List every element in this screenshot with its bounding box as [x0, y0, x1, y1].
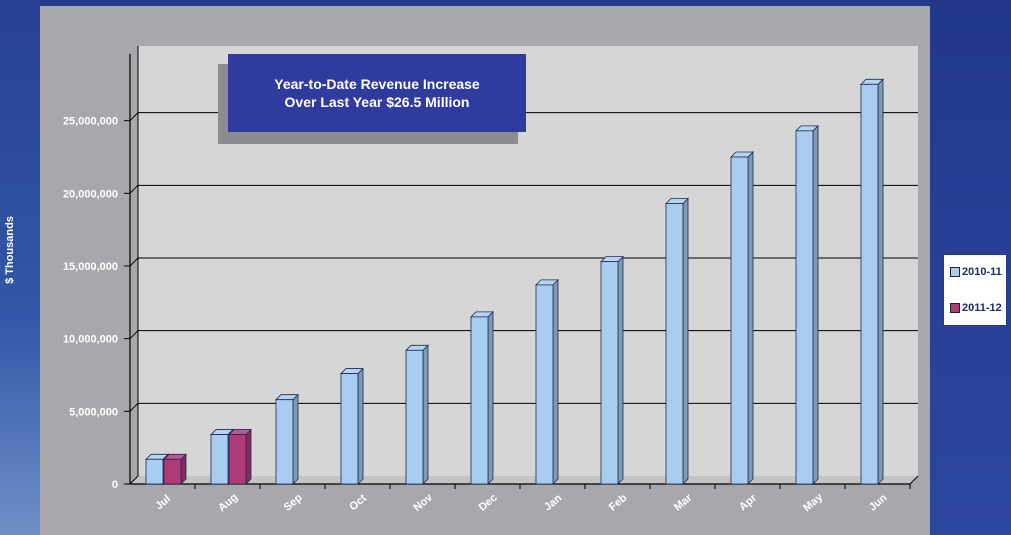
- legend: 2010-11 2011-12: [943, 254, 1007, 326]
- y-tick-label: 25,000,000: [63, 116, 118, 128]
- bar-front: [340, 373, 359, 485]
- x-tick-label: Aug: [216, 491, 240, 514]
- bar-front: [163, 458, 182, 485]
- bar-front: [470, 316, 489, 485]
- x-tick-label: Nov: [411, 491, 435, 514]
- legend-item-series-1: 2010-11: [950, 265, 1002, 279]
- plot-floor: [130, 476, 918, 484]
- bar-front: [665, 203, 684, 485]
- frame-left: [0, 0, 40, 535]
- y-axis-wall-edge: [129, 46, 139, 485]
- x-tick-label: Jul: [153, 493, 173, 512]
- bar-2010-11-nov: [405, 344, 429, 485]
- bar-2010-11-feb: [600, 255, 624, 485]
- bar-2011-12-jul: [163, 453, 187, 485]
- bar-side: [292, 393, 299, 485]
- bar-side: [552, 278, 559, 485]
- x-tick-label: Jan: [542, 492, 564, 514]
- bar-side: [617, 255, 624, 485]
- bar-side: [487, 310, 494, 485]
- plot-area: [130, 46, 918, 484]
- bar-side: [422, 344, 429, 485]
- bar-side: [812, 124, 819, 485]
- y-tick-label: 0: [112, 479, 118, 491]
- bar-front: [145, 458, 164, 485]
- x-tick-label: Dec: [477, 492, 500, 514]
- bar-front: [795, 130, 814, 485]
- x-axis-end-edge: [909, 475, 919, 485]
- bar-front: [860, 83, 879, 485]
- legend-label-series-1: 2010-11: [962, 266, 1002, 278]
- x-tick-label: Sep: [282, 492, 305, 514]
- legend-label-series-2: 2011-12: [962, 302, 1002, 314]
- bar-side: [877, 78, 884, 485]
- bar-2010-11-dec: [470, 310, 494, 485]
- bar-front: [535, 284, 554, 485]
- bar-2010-11-may: [795, 124, 819, 485]
- x-tick-label: Jun: [867, 492, 890, 514]
- bar-2010-11-apr: [730, 151, 754, 485]
- legend-item-series-2: 2011-12: [950, 301, 1002, 315]
- bar-side: [245, 428, 252, 485]
- y-tick-label: 10,000,000: [63, 334, 118, 346]
- x-tick-label: Mar: [672, 491, 695, 513]
- y-tick-label: 15,000,000: [63, 261, 118, 273]
- bar-side: [747, 151, 754, 485]
- frame-top: [0, 0, 1011, 6]
- bar-2010-11-mar: [665, 197, 689, 485]
- bar-side: [357, 367, 364, 485]
- legend-swatch-series-2: [950, 303, 960, 313]
- x-tick-label: Feb: [607, 492, 630, 514]
- y-tick-label: 20,000,000: [63, 188, 118, 200]
- bar-front: [600, 261, 619, 485]
- bar-2010-11-jun: [860, 78, 884, 485]
- annotation-box: Year-to-Date Revenue Increase Over Last …: [228, 54, 526, 132]
- bar-2011-12-aug: [228, 428, 252, 485]
- y-tick-label: 5,000,000: [69, 406, 118, 418]
- bar-2010-11-oct: [340, 367, 364, 485]
- bar-2010-11-jan: [535, 278, 559, 485]
- bar-front: [730, 156, 749, 485]
- bar-2010-11-sep: [275, 393, 299, 485]
- bar-front: [405, 349, 424, 485]
- bar-front: [210, 434, 229, 485]
- legend-swatch-series-1: [950, 267, 960, 277]
- x-tick-label: Oct: [347, 492, 369, 513]
- bar-front: [275, 399, 294, 485]
- x-tick-label: May: [801, 491, 826, 515]
- x-tick-label: Apr: [737, 492, 760, 514]
- annotation-line-2: Over Last Year $26.5 Million: [284, 94, 470, 110]
- bar-side: [682, 197, 689, 485]
- bar-front: [228, 434, 247, 485]
- annotation-line-1: Year-to-Date Revenue Increase: [274, 76, 480, 92]
